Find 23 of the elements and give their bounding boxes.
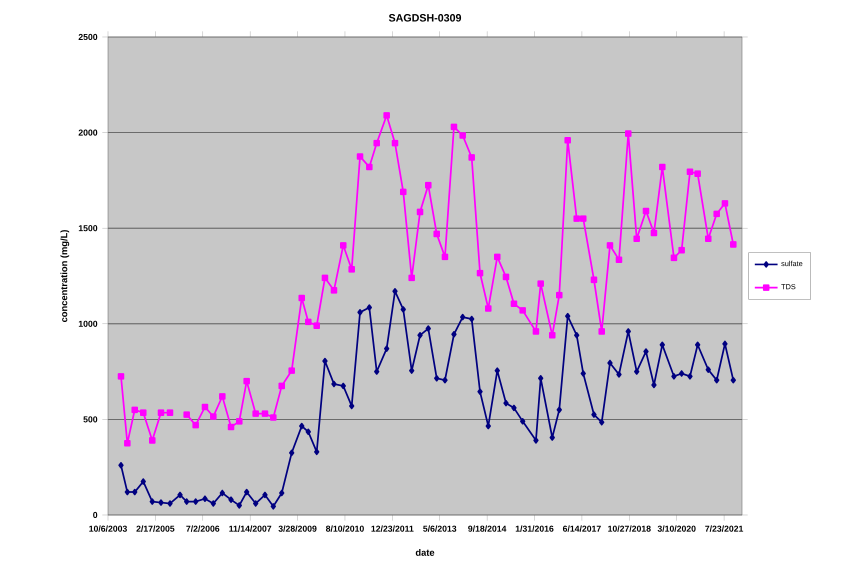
y-axis-title: concentration (mg/L) <box>60 230 70 322</box>
x-tick-label: 7/23/2021 <box>705 525 744 532</box>
x-tick-label: 8/10/2010 <box>326 525 364 532</box>
x-tick-label: 11/14/2007 <box>229 525 272 532</box>
y-tick-label: 1500 <box>78 225 98 232</box>
x-tick-label: 1/31/2016 <box>516 525 554 532</box>
chart-title: SAGDSH-0309 <box>388 14 462 22</box>
x-tick-label: 2/17/2005 <box>136 525 174 532</box>
y-tick-label: 2000 <box>78 130 98 136</box>
y-tick-label: 2500 <box>78 34 98 40</box>
x-tick-label: 6/14/2017 <box>562 525 601 532</box>
x-tick-label: 3/10/2020 <box>658 525 696 532</box>
x-tick-label: 7/2/2006 <box>186 525 220 532</box>
y-tick-label: 500 <box>83 416 98 422</box>
y-tick-label: 0 <box>93 512 98 518</box>
y-tick-label: 1000 <box>78 320 98 327</box>
x-tick-label: 5/6/2013 <box>423 525 456 532</box>
x-tick-label: 3/28/2009 <box>278 525 317 532</box>
x-tick-label: 10/27/2018 <box>608 525 651 532</box>
x-tick-label: 12/23/2011 <box>371 525 414 532</box>
x-axis-title: date <box>416 549 434 556</box>
x-tick-label: 10/6/2003 <box>89 525 127 532</box>
x-tick-label: 9/18/2014 <box>468 525 506 532</box>
